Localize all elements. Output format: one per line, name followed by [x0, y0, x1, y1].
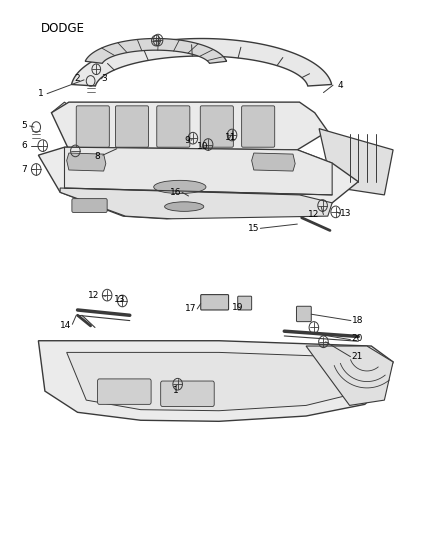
- Polygon shape: [60, 188, 332, 219]
- FancyBboxPatch shape: [201, 295, 229, 310]
- Text: DODGE: DODGE: [41, 21, 85, 35]
- Text: 17: 17: [185, 304, 197, 313]
- Ellipse shape: [165, 202, 204, 212]
- Polygon shape: [51, 102, 328, 150]
- Text: 18: 18: [352, 316, 363, 325]
- FancyBboxPatch shape: [76, 106, 110, 147]
- FancyBboxPatch shape: [200, 106, 233, 147]
- Polygon shape: [64, 147, 332, 195]
- Text: 4: 4: [338, 80, 344, 90]
- Text: 21: 21: [352, 352, 363, 361]
- Text: 2: 2: [75, 74, 80, 83]
- Text: 3: 3: [101, 74, 106, 83]
- FancyBboxPatch shape: [116, 106, 148, 147]
- FancyBboxPatch shape: [242, 106, 275, 147]
- Polygon shape: [51, 102, 104, 150]
- Polygon shape: [85, 38, 226, 63]
- Text: 13: 13: [114, 295, 126, 304]
- Polygon shape: [39, 147, 358, 219]
- FancyBboxPatch shape: [98, 379, 151, 405]
- FancyBboxPatch shape: [297, 306, 311, 321]
- Text: 12: 12: [308, 210, 320, 219]
- Text: 11: 11: [226, 133, 237, 142]
- Text: 19: 19: [233, 303, 244, 312]
- Polygon shape: [67, 153, 106, 171]
- Text: 6: 6: [21, 141, 27, 150]
- Polygon shape: [306, 346, 393, 406]
- Text: 7: 7: [21, 165, 27, 174]
- Text: 16: 16: [170, 188, 181, 197]
- Polygon shape: [39, 341, 393, 421]
- FancyBboxPatch shape: [238, 296, 252, 310]
- Text: 12: 12: [88, 291, 100, 300]
- Polygon shape: [319, 128, 393, 195]
- Text: 1: 1: [38, 89, 43, 98]
- Text: 20: 20: [352, 334, 363, 343]
- Text: 8: 8: [94, 152, 100, 161]
- FancyBboxPatch shape: [157, 106, 190, 147]
- Text: 10: 10: [197, 142, 208, 151]
- FancyBboxPatch shape: [161, 381, 214, 407]
- Polygon shape: [71, 38, 332, 86]
- Ellipse shape: [154, 180, 206, 193]
- Polygon shape: [252, 153, 295, 171]
- Text: 9: 9: [184, 136, 190, 145]
- Text: 5: 5: [21, 122, 27, 131]
- Text: 1: 1: [173, 385, 178, 394]
- Text: 15: 15: [248, 224, 260, 233]
- Text: 13: 13: [339, 209, 351, 218]
- FancyBboxPatch shape: [72, 199, 107, 213]
- Polygon shape: [67, 352, 367, 411]
- Text: 14: 14: [60, 321, 71, 330]
